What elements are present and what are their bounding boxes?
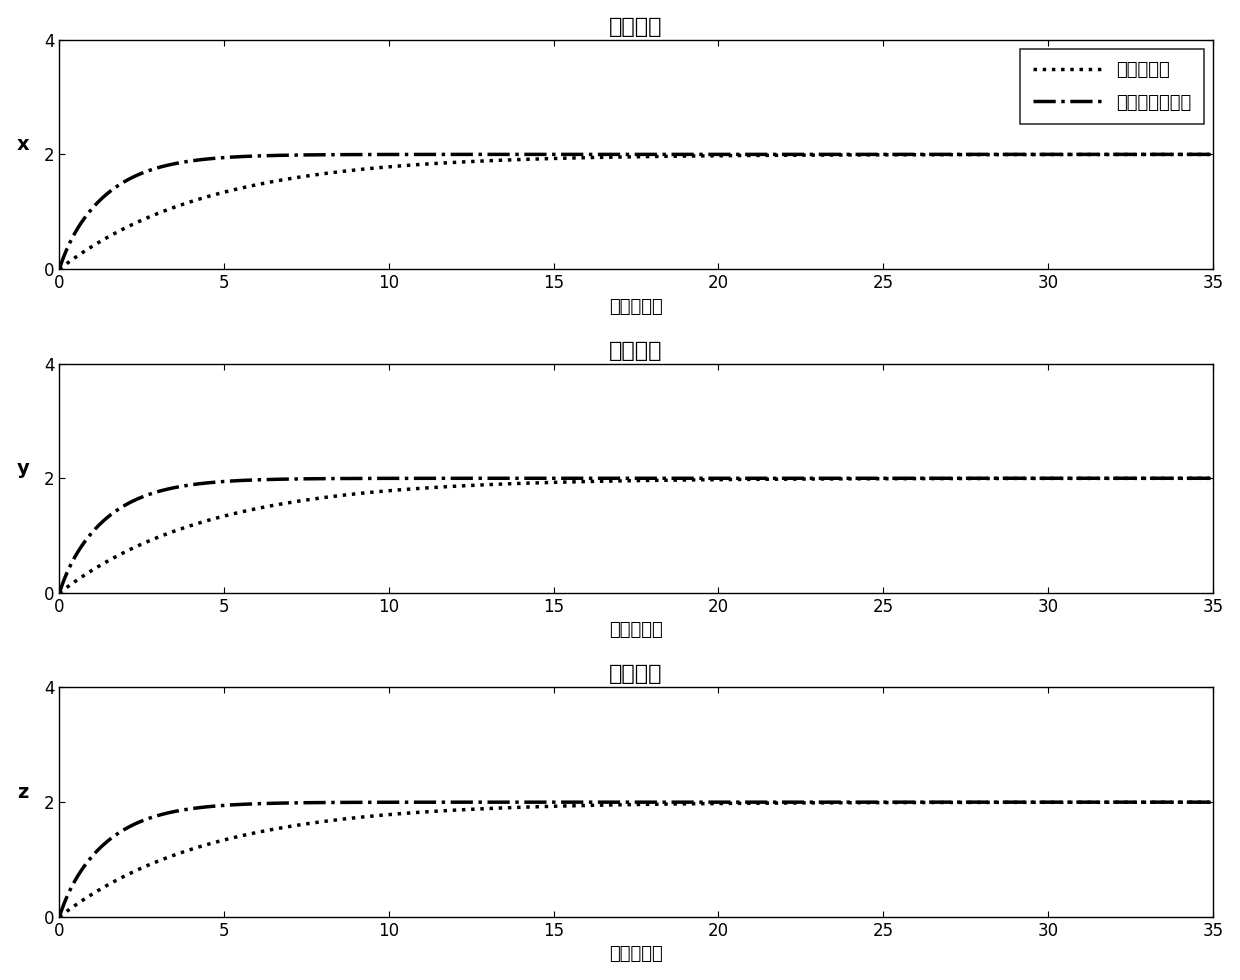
- 快速终端滑模面: [52, 587, 67, 599]
- X-axis label: 时间（秒）: 时间（秒）: [609, 298, 663, 316]
- Title: 位置跟踪: 位置跟踪: [609, 664, 663, 684]
- 快速终端滑模面: [553, 797, 568, 808]
- 快速终端滑模面: [211, 800, 226, 811]
- 线性滑模面: [553, 801, 568, 812]
- 线性滑模面: [1184, 472, 1199, 484]
- Title: 位置跟踪: 位置跟踪: [609, 17, 663, 36]
- 线性滑模面: [1184, 149, 1199, 161]
- 线性滑模面: [1003, 797, 1018, 808]
- 线性滑模面: [485, 478, 500, 490]
- 线性滑模面: [1205, 472, 1220, 484]
- X-axis label: 时间（秒）: 时间（秒）: [609, 621, 663, 639]
- Line: 线性滑模面: 线性滑模面: [60, 803, 1213, 917]
- 快速终端滑模面: [553, 149, 568, 161]
- 快速终端滑模面: [52, 264, 67, 275]
- 线性滑模面: [52, 264, 67, 275]
- 快速终端滑模面: [1184, 472, 1199, 484]
- 快速终端滑模面: [940, 472, 955, 484]
- 快速终端滑模面: [485, 797, 500, 808]
- 快速终端滑模面: [211, 152, 226, 164]
- 快速终端滑模面: [485, 149, 500, 161]
- 快速终端滑模面: [1184, 149, 1199, 161]
- 线性滑模面: [1205, 797, 1220, 808]
- Y-axis label: y: y: [16, 460, 30, 478]
- 线性滑模面: [553, 153, 568, 165]
- Legend: 线性滑模面, 快速终端滑模面: 线性滑模面, 快速终端滑模面: [1021, 49, 1204, 124]
- 线性滑模面: [1205, 149, 1220, 161]
- Line: 快速终端滑模面: 快速终端滑模面: [60, 478, 1213, 593]
- Line: 线性滑模面: 线性滑模面: [60, 155, 1213, 270]
- 线性滑模面: [211, 188, 226, 200]
- Title: 位置跟踪: 位置跟踪: [609, 341, 663, 361]
- 快速终端滑模面: [52, 911, 67, 923]
- Line: 线性滑模面: 线性滑模面: [60, 478, 1213, 593]
- 快速终端滑模面: [1184, 797, 1199, 808]
- X-axis label: 时间（秒）: 时间（秒）: [609, 946, 663, 963]
- 线性滑模面: [1003, 472, 1018, 484]
- 线性滑模面: [1003, 149, 1018, 161]
- 线性滑模面: [485, 155, 500, 167]
- Y-axis label: x: x: [16, 135, 30, 155]
- 快速终端滑模面: [1205, 149, 1220, 161]
- 快速终端滑模面: [940, 797, 955, 808]
- 线性滑模面: [940, 797, 955, 808]
- 快速终端滑模面: [1003, 472, 1018, 484]
- 快速终端滑模面: [940, 149, 955, 161]
- 线性滑模面: [940, 149, 955, 161]
- 快速终端滑模面: [1003, 797, 1018, 808]
- 线性滑模面: [52, 911, 67, 923]
- Line: 快速终端滑模面: 快速终端滑模面: [60, 155, 1213, 270]
- 线性滑模面: [211, 836, 226, 848]
- 快速终端滑模面: [1205, 797, 1220, 808]
- 快速终端滑模面: [485, 472, 500, 484]
- Line: 快速终端滑模面: 快速终端滑模面: [60, 803, 1213, 917]
- 线性滑模面: [52, 587, 67, 599]
- 线性滑模面: [485, 803, 500, 814]
- 线性滑模面: [553, 476, 568, 488]
- 线性滑模面: [1184, 797, 1199, 808]
- 快速终端滑模面: [1205, 472, 1220, 484]
- 线性滑模面: [211, 512, 226, 523]
- 快速终端滑模面: [553, 472, 568, 484]
- 快速终端滑模面: [1003, 149, 1018, 161]
- 快速终端滑模面: [211, 476, 226, 488]
- Y-axis label: z: z: [17, 783, 29, 803]
- 线性滑模面: [940, 472, 955, 484]
